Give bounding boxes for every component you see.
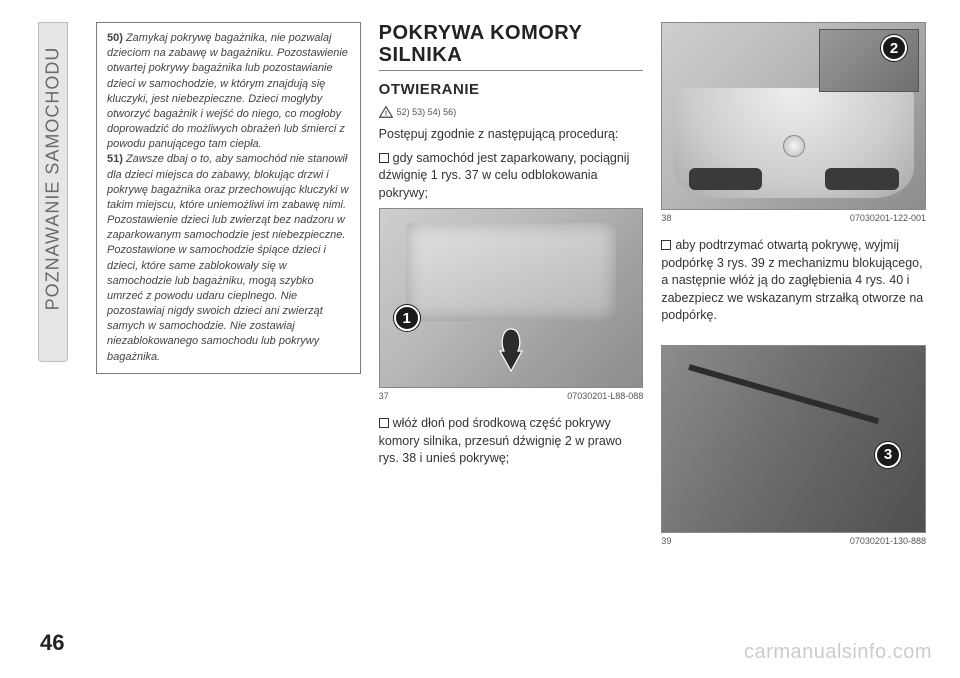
figure-37: 1	[379, 208, 644, 388]
reference-numbers: 52) 53) 54) 56)	[397, 107, 457, 117]
warning-50-number: 50)	[107, 32, 123, 44]
col2-p2: gdy samochód jest zaparkowany, pociągnij…	[379, 150, 644, 203]
content-columns: 50) Zamykaj pokrywę bagażnika, nie pozwa…	[96, 22, 926, 618]
figure-39-number: 39	[661, 536, 671, 546]
warning-50-text: Zamykaj pokrywę bagażnika, nie pozwalaj …	[107, 32, 348, 150]
warning-box: 50) Zamykaj pokrywę bagażnika, nie pozwa…	[96, 22, 361, 374]
figure-37-number: 37	[379, 391, 389, 401]
column-2: POKRYWA KOMORY SILNIKA OTWIERANIE ! 52) …	[379, 22, 644, 618]
svg-text:!: !	[384, 111, 386, 118]
warning-50: 50) Zamykaj pokrywę bagażnika, nie pozwa…	[107, 31, 350, 152]
figure-37-caption: 37 07030201-L88-088	[379, 391, 644, 401]
figure-38-image: 2	[662, 23, 925, 209]
figure-38-code: 07030201-122-001	[850, 213, 926, 223]
col3-body: aby podtrzymać otwartą pokrywę, wyjmij p…	[661, 237, 926, 325]
bullet-box-icon	[379, 153, 389, 163]
section-tab-label: POZNAWANIE SAMOCHODU	[43, 47, 64, 311]
figure-37-image: 1	[380, 209, 643, 387]
col2-p3: włóż dłoń pod środkową część pokrywy kom…	[379, 415, 644, 468]
figure-38: 2	[661, 22, 926, 210]
col2-p2-text: gdy samochód jest zaparkowany, pociągnij…	[379, 151, 630, 200]
figure-38-caption: 38 07030201-122-001	[661, 213, 926, 223]
watermark: carmanualsinfo.com	[744, 641, 932, 664]
figure-37-callout-1: 1	[394, 305, 420, 331]
warning-51: 51) Zawsze dbaj o to, aby samochód nie s…	[107, 152, 350, 364]
col2-p3-text: włóż dłoń pod środkową część pokrywy kom…	[379, 416, 622, 465]
figure-39-callout-3: 3	[875, 442, 901, 468]
figure-38-callout-2: 2	[881, 35, 907, 61]
bullet-box-icon	[379, 418, 389, 428]
figure-38-number: 38	[661, 213, 671, 223]
subheading-opening: OTWIERANIE	[379, 81, 644, 98]
bullet-box-icon	[661, 240, 671, 250]
col2-p1: Postępuj zgodnie z następującą procedurą…	[379, 126, 644, 144]
warning-triangle-icon: !	[379, 106, 393, 118]
figure-39-caption: 39 07030201-130-888	[661, 536, 926, 546]
warning-51-text: Zawsze dbaj o to, aby samochód nie stano…	[107, 153, 349, 362]
section-title: POKRYWA KOMORY SILNIKA	[379, 22, 644, 66]
warning-51-number: 51)	[107, 153, 123, 165]
figure-39-code: 07030201-130-888	[850, 536, 926, 546]
figure-39: 3	[661, 345, 926, 533]
column-1: 50) Zamykaj pokrywę bagażnika, nie pozwa…	[96, 22, 361, 618]
page-number: 46	[40, 630, 64, 656]
col2-body-2: włóż dłoń pod środkową część pokrywy kom…	[379, 415, 644, 468]
figure-37-code: 07030201-L88-088	[567, 391, 643, 401]
col2-body: Postępuj zgodnie z następującą procedurą…	[379, 126, 644, 202]
col3-p1-text: aby podtrzymać otwartą pokrywę, wyjmij p…	[661, 238, 923, 322]
col3-p1: aby podtrzymać otwartą pokrywę, wyjmij p…	[661, 237, 926, 325]
figure-39-image: 3	[662, 346, 925, 532]
section-tab: POZNAWANIE SAMOCHODU	[38, 22, 68, 362]
reference-line: ! 52) 53) 54) 56)	[379, 106, 644, 118]
title-rule	[379, 70, 644, 71]
column-3: 2 38 07030201-122-001 aby podtrzymać otw…	[661, 22, 926, 618]
